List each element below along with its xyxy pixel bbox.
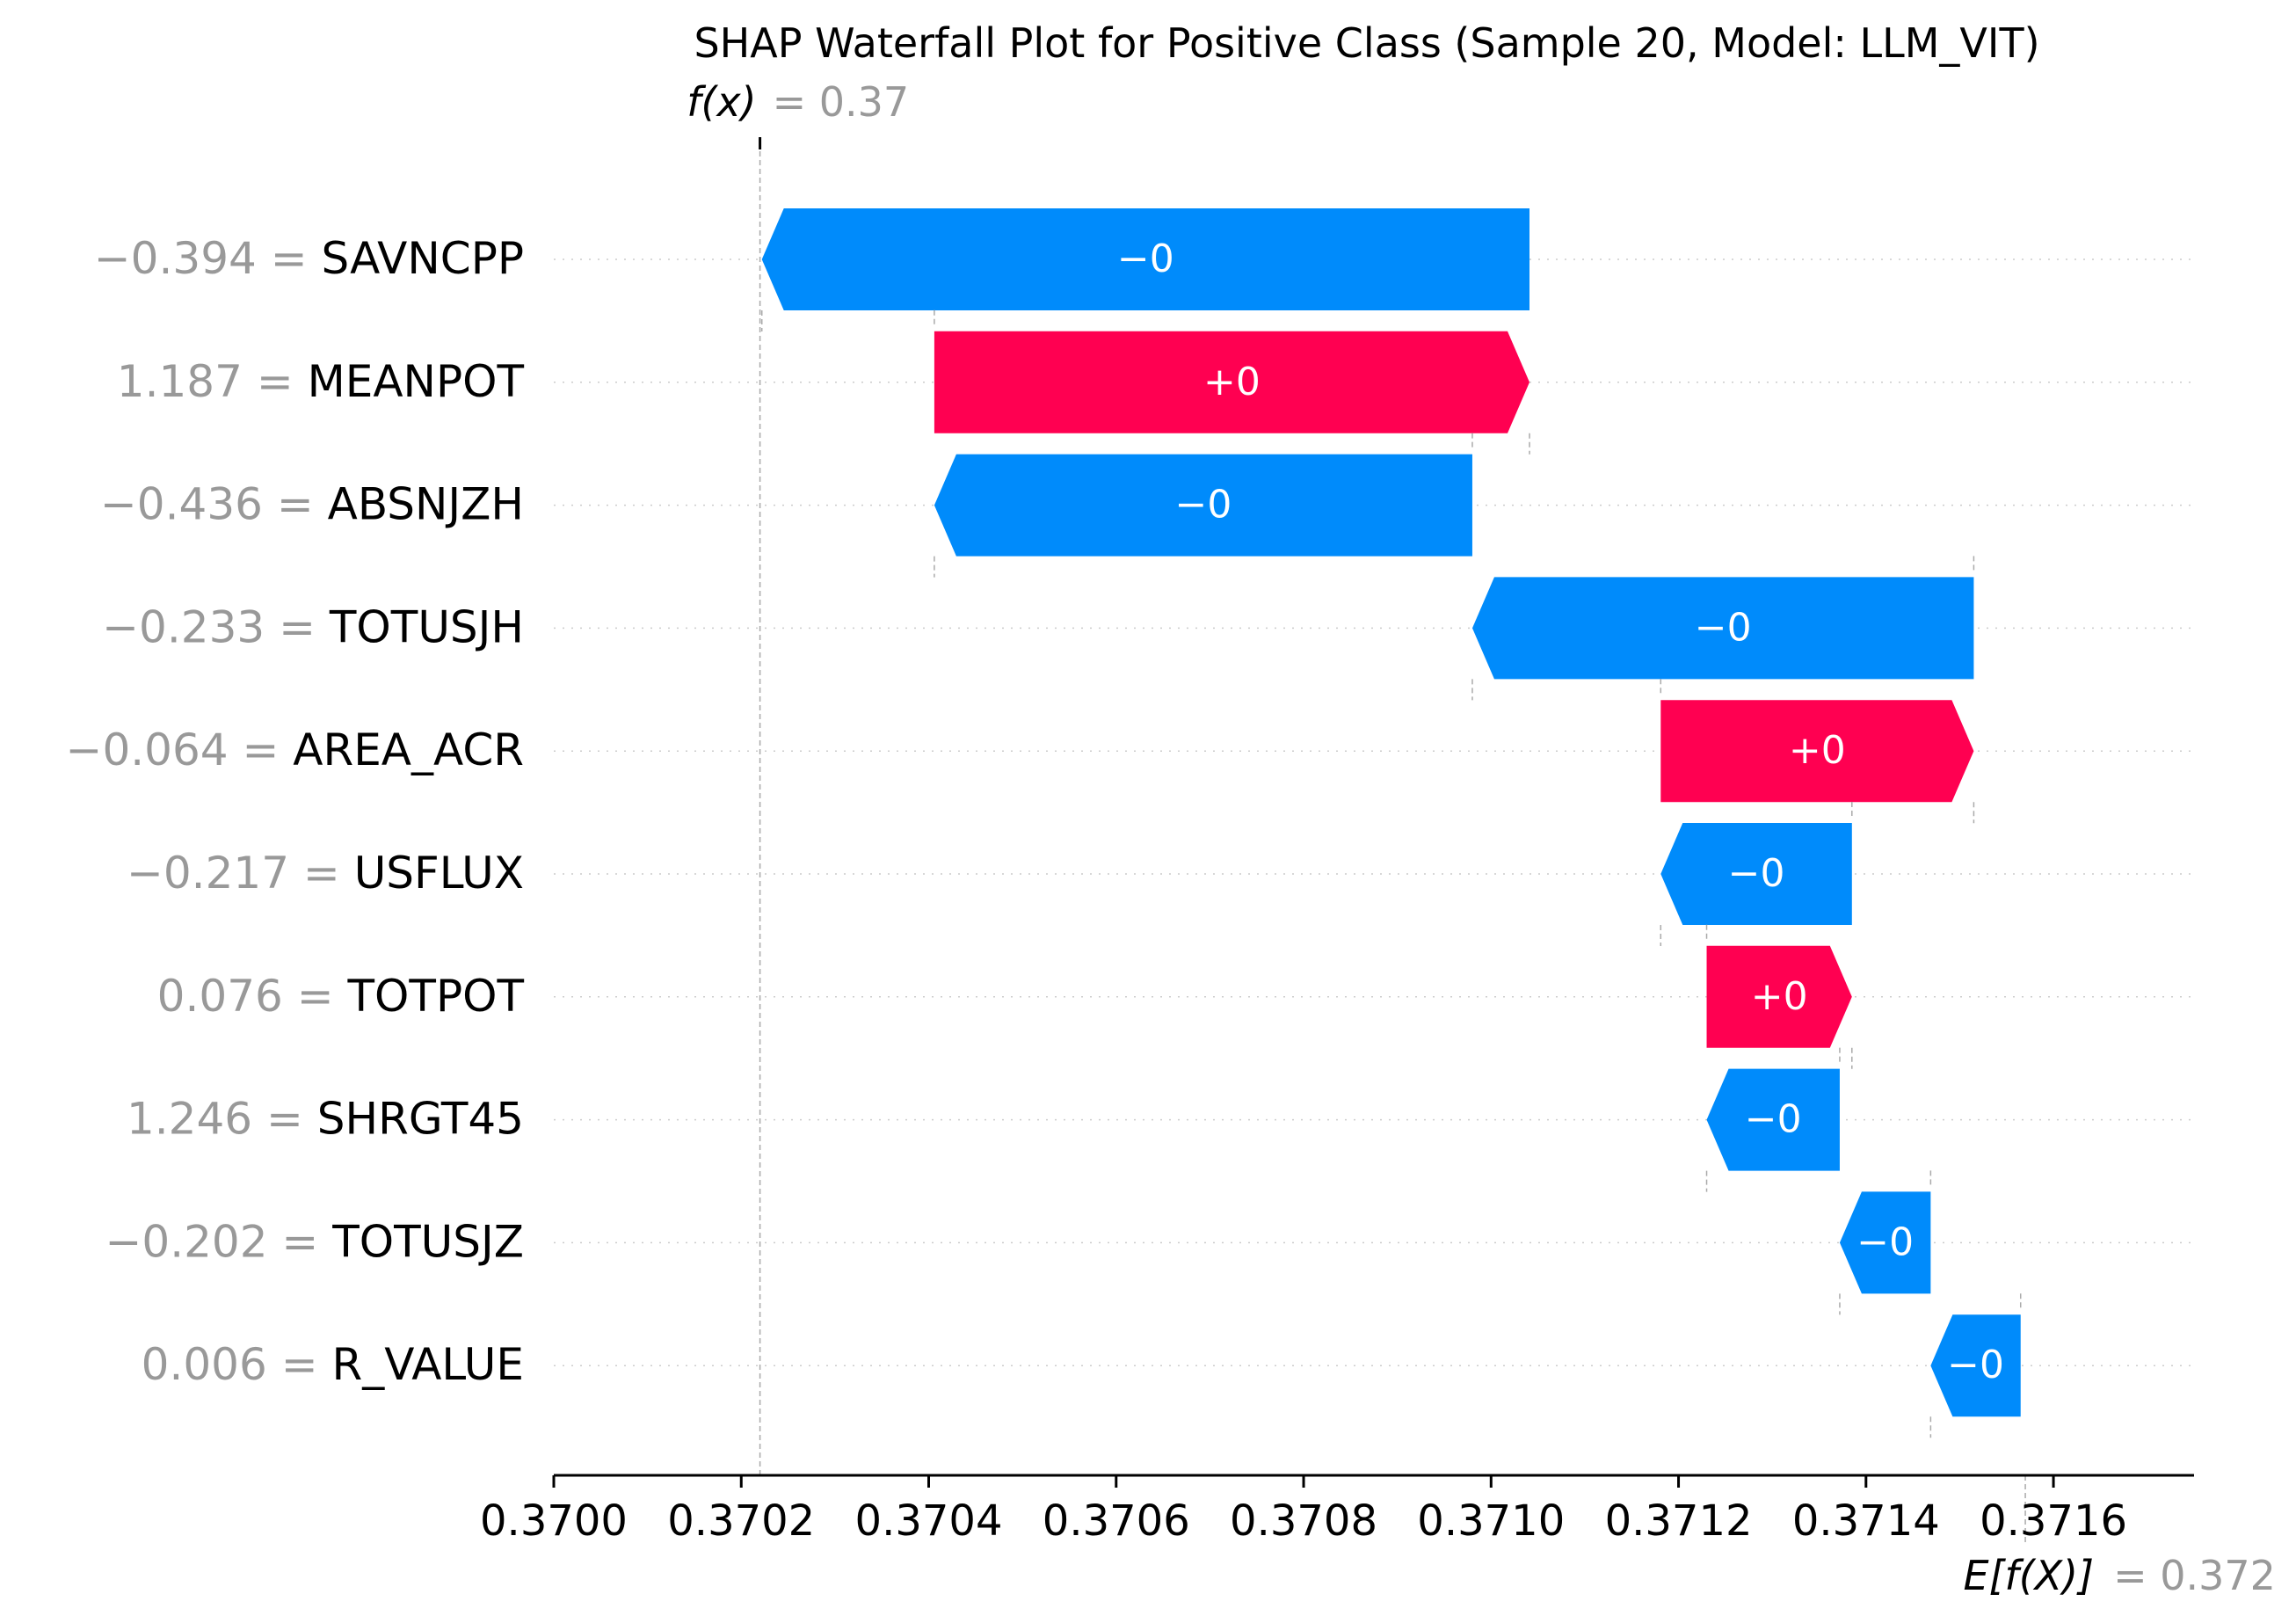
fx-label-text: f(x) — [687, 78, 756, 126]
x-axis-ticks: 0.3700 0.3702 0.3704 0.3706 0.3708 0.3710 0.37… — [480, 1475, 2127, 1546]
feature-value: −0.394 = — [94, 233, 322, 284]
feature-label: −0.064 = AREA_ACR — [66, 724, 524, 775]
feature-name: AREA_ACR — [293, 724, 524, 775]
bar-value-label: −0 — [1856, 1219, 1914, 1264]
bar-value-label: −0 — [1745, 1097, 1802, 1142]
feature-value: −0.233 = — [102, 601, 330, 652]
bar-value-label: +0 — [1203, 360, 1261, 404]
bars-layer: −0 +0 −0 −0 +0 −0 +0 −0 −0 −0 — [760, 208, 2022, 1438]
feature-name: TOTPOT — [347, 971, 525, 1022]
bar-value-label: −0 — [1728, 851, 1785, 896]
bar-value-label: +0 — [1751, 974, 1808, 1019]
shap-bar — [1660, 823, 1852, 925]
feature-label: 1.187 = MEANPOT — [117, 356, 525, 407]
feature-name: TOTUSJH — [329, 601, 524, 652]
shap-bar — [1706, 945, 1852, 1048]
feature-name: USFLUX — [354, 848, 524, 899]
x-tick-label: 0.3710 — [1417, 1496, 1565, 1546]
x-tick-label: 0.3702 — [667, 1496, 815, 1546]
grid-layer — [554, 151, 2194, 1543]
shap-bar — [1930, 1314, 2021, 1417]
shap-bar — [761, 208, 1530, 310]
shap-bar — [1660, 700, 1974, 803]
x-tick-label: 0.3708 — [1230, 1496, 1377, 1546]
feature-value: −0.217 = — [127, 848, 354, 899]
base-label: E[f(X)] — [1964, 1552, 2095, 1599]
feature-labels: −0.394 = SAVNCPP 1.187 = MEANPOT −0.436 = … — [66, 233, 525, 1390]
feature-value: 0.076 = — [157, 971, 348, 1022]
fx-label: f(x) — [687, 78, 756, 126]
shap-bar — [934, 454, 1472, 557]
feature-value: 1.246 = — [127, 1094, 317, 1145]
feature-label: 0.006 = R_VALUE — [142, 1339, 524, 1390]
feature-label: −0.233 = TOTUSJH — [102, 601, 524, 652]
x-tick-label: 0.3704 — [855, 1496, 1003, 1546]
bar-value-label: −0 — [1695, 605, 1752, 650]
shap-bar — [1839, 1191, 1931, 1294]
feature-value: −0.436 = — [100, 479, 328, 530]
feature-name: TOTUSJZ — [331, 1216, 524, 1267]
base-value: = 0.372 — [2113, 1552, 2276, 1599]
feature-name: R_VALUE — [331, 1339, 524, 1390]
feature-value: 0.006 = — [142, 1339, 332, 1390]
bar-value-label: −0 — [1117, 237, 1174, 281]
x-tick-label: 0.3700 — [480, 1496, 628, 1546]
feature-label: −0.436 = ABSNJZH — [100, 479, 524, 530]
feature-label: 1.246 = SHRGT45 — [127, 1094, 524, 1145]
bar-value-label: +0 — [1789, 728, 1846, 773]
shap-bar — [934, 331, 1530, 433]
feature-name: SAVNCPP — [322, 233, 525, 284]
feature-value: −0.064 = — [66, 724, 294, 775]
x-tick-label: 0.3716 — [1980, 1496, 2127, 1546]
fx-value: = 0.37 — [773, 78, 910, 126]
feature-name: SHRGT45 — [317, 1094, 524, 1145]
x-tick-label: 0.3706 — [1043, 1496, 1190, 1546]
bar-value-label: −0 — [1174, 483, 1232, 528]
feature-label: −0.394 = SAVNCPP — [94, 233, 524, 284]
feature-label: −0.202 = TOTUSJZ — [105, 1216, 525, 1267]
feature-value: −0.202 = — [105, 1216, 333, 1267]
feature-value: 1.187 = — [117, 356, 308, 407]
feature-label: 0.076 = TOTPOT — [157, 971, 525, 1022]
chart-title: SHAP Waterfall Plot for Positive Class (… — [694, 19, 2039, 67]
x-tick-label: 0.3712 — [1605, 1496, 1753, 1546]
x-tick-label: 0.3714 — [1792, 1496, 1940, 1546]
feature-label: −0.217 = USFLUX — [127, 848, 524, 899]
shap-bar — [1706, 1068, 1840, 1171]
bar-value-label: −0 — [1947, 1343, 2004, 1387]
shap-bar — [1471, 577, 1974, 680]
feature-name: MEANPOT — [308, 356, 525, 407]
feature-name: ABSNJZH — [328, 479, 524, 530]
